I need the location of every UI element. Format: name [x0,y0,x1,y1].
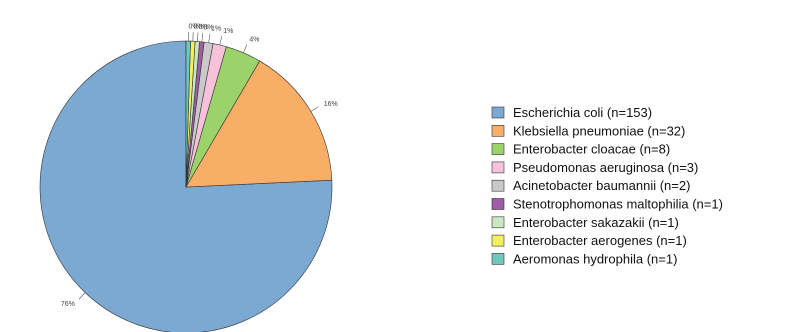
leader-line [201,32,204,42]
leader-line [197,32,199,42]
legend-label: Enterobacter sakazakii (n=1) [513,215,679,230]
legend-swatch [491,161,505,174]
percent-label: 0% [194,24,204,31]
legend-swatch [491,125,505,137]
legend-swatch [491,179,505,192]
leader-line [310,106,319,112]
legend-label: Klebsiella pneumoniae (n=32) [513,123,685,138]
percent-label: 1% [223,28,233,35]
leader-line [78,292,86,300]
percent-label: 0% [199,24,209,31]
legend-label: Stenotrophomonas maltophilia (n=1) [513,197,723,212]
percent-labels: 76%16%4%1%1%0%0%0%0% [61,24,338,308]
percent-label: 1% [211,25,221,32]
percent-label: 0% [203,24,213,31]
leader-line [243,44,248,53]
legend-label: Escherichia coli (n=153) [513,105,652,120]
legend-label: Enterobacter aerogenes (n=1) [513,233,687,248]
legend-swatch [491,143,505,155]
legend-swatch [491,253,505,265]
leader-line [219,36,223,46]
legend-swatch [491,198,505,210]
pie-slice [185,60,333,188]
percent-label: 4% [249,36,259,43]
legend-swatch [491,234,505,247]
percent-label: 16% [324,101,338,108]
legend-label: Pseudomonas aeruginosa (n=3) [513,160,698,175]
legend-label: Enterobacter cloacae (n=8) [513,142,670,157]
leader-line [208,33,211,43]
legend-label: Acinetobacter baumannii (n=2) [513,178,690,193]
legend-swatch [491,216,505,229]
legend: Escherichia coli (n=153) Klebsiella pneum… [491,105,723,266]
legend-label: Aeromonas hydrophila (n=1) [513,251,677,266]
percent-label: 76% [61,301,75,308]
legend-swatch [491,106,505,119]
percent-label: 0% [189,24,199,31]
pie-slices [39,40,333,332]
